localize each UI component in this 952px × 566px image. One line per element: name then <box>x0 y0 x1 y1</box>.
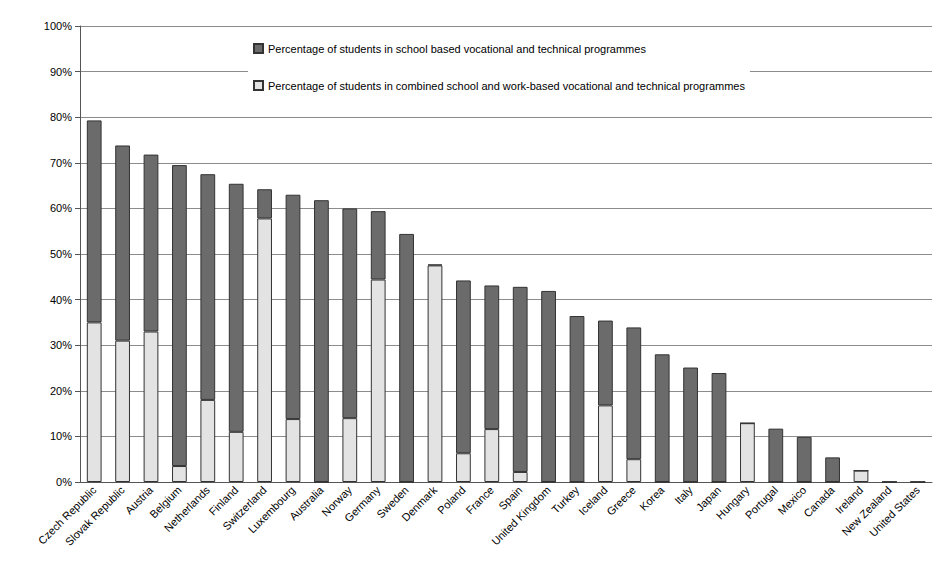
svg-text:Czech Republic: Czech Republic <box>35 483 99 547</box>
svg-text:30%: 30% <box>50 339 72 351</box>
svg-text:Canada: Canada <box>801 483 837 519</box>
svg-text:Spain: Spain <box>496 483 525 513</box>
svg-text:80%: 80% <box>50 111 72 123</box>
svg-text:Luxembourg: Luxembourg <box>246 484 298 536</box>
svg-text:40%: 40% <box>50 294 72 306</box>
svg-text:Ireland: Ireland <box>833 483 866 516</box>
svg-text:United States: United States <box>867 483 922 538</box>
svg-text:10%: 10% <box>50 430 72 442</box>
svg-text:Percentage of students in comb: Percentage of students in combined schoo… <box>268 80 745 92</box>
svg-text:Belgium: Belgium <box>147 483 184 521</box>
svg-text:50%: 50% <box>50 248 72 260</box>
svg-text:Iceland: Iceland <box>576 484 610 518</box>
svg-text:Turkey: Turkey <box>549 483 581 515</box>
svg-text:France: France <box>463 484 496 517</box>
svg-text:Finland: Finland <box>206 483 241 518</box>
svg-text:Mexico: Mexico <box>775 483 809 517</box>
svg-text:Japan: Japan <box>693 483 724 514</box>
svg-text:Germany: Germany <box>342 483 383 524</box>
svg-text:Australia: Australia <box>287 483 326 522</box>
svg-text:Sweden: Sweden <box>374 483 411 521</box>
svg-text:Hungary: Hungary <box>713 483 752 522</box>
svg-text:0%: 0% <box>56 476 72 488</box>
svg-text:20%: 20% <box>50 385 72 397</box>
svg-text:Slovak Republic: Slovak Republic <box>63 483 128 548</box>
svg-text:Austria: Austria <box>122 483 156 517</box>
svg-text:New Zealand: New Zealand <box>839 483 894 538</box>
svg-text:Italy: Italy <box>672 483 695 506</box>
svg-text:Percentage of students in scho: Percentage of students in school based v… <box>268 43 646 55</box>
svg-text:Denmark: Denmark <box>399 483 439 523</box>
svg-text:Netherlands: Netherlands <box>162 483 213 534</box>
svg-text:Switzerland: Switzerland <box>220 483 269 533</box>
svg-text:Greece: Greece <box>604 484 638 518</box>
svg-text:90%: 90% <box>50 66 72 78</box>
svg-text:Poland: Poland <box>435 484 468 517</box>
svg-text:100%: 100% <box>44 20 72 32</box>
svg-text:70%: 70% <box>50 157 72 169</box>
svg-text:Portugal: Portugal <box>743 484 780 521</box>
svg-text:60%: 60% <box>50 202 72 214</box>
svg-text:Norway: Norway <box>319 483 354 519</box>
svg-text:Korea: Korea <box>637 483 667 513</box>
svg-text:United Kingdom: United Kingdom <box>489 484 553 548</box>
